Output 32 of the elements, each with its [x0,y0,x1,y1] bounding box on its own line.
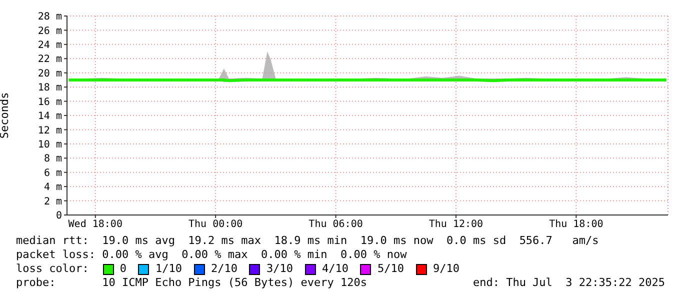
legend-label: 9/10 [432,262,460,276]
legend-label: 4/10 [322,262,348,276]
x-tick-label: Wed 18:00 [68,219,122,230]
x-tick-label: Thu 06:00 [308,219,363,230]
y-tick-label: 24 m [38,40,62,51]
y-tick-label: 0 [56,210,62,222]
x-tick-label: Thu 00:00 [188,219,243,230]
y-axis-title: Seconds [0,92,11,139]
legend-label: 5/10 [377,262,404,276]
legend-label: 3/10 [266,262,293,276]
y-tick-label: 14 m [38,111,62,122]
legend-label: 0 [120,262,126,276]
y-tick-label: 16 m [38,96,62,108]
text: median rtt: 19.0 ms avg 19.2 ms max 18.9 ms min 19.0 ms now 0.0 ms sd 556.7 am/s [16,234,600,248]
legend-label: 1/10 [155,262,182,276]
y-tick-label: 28 m [38,12,62,23]
y-tick-label: 12 m [38,125,62,136]
text: probe: 10 ICMP Echo Pings (56 Bytes) every 120s end: Thu Jul 3 22:35:22 2025 [16,276,666,290]
y-tick-label: 20 m [38,68,62,80]
y-tick-label: 2 m [44,196,62,208]
legend-label: 2/10 [210,262,238,276]
y-tick-label: 10 m [38,139,62,150]
y-tick-label: 4 m [44,182,62,194]
y-tick-label: 26 m [38,26,62,37]
y-tick-label: 8 m [44,154,62,165]
y-tick-label: 18 m [38,82,62,94]
x-tick-label: Thu 18:00 [549,219,604,230]
y-tick-label: 22 m [38,54,62,66]
x-tick-label: Thu 12:00 [428,219,484,230]
text: packet loss: 0.00 % avg 0.00 % max 0.00 % min 0.00 % now [16,248,408,262]
y-tick-label: 6 m [44,168,62,179]
legend-title: loss color: [16,262,89,276]
